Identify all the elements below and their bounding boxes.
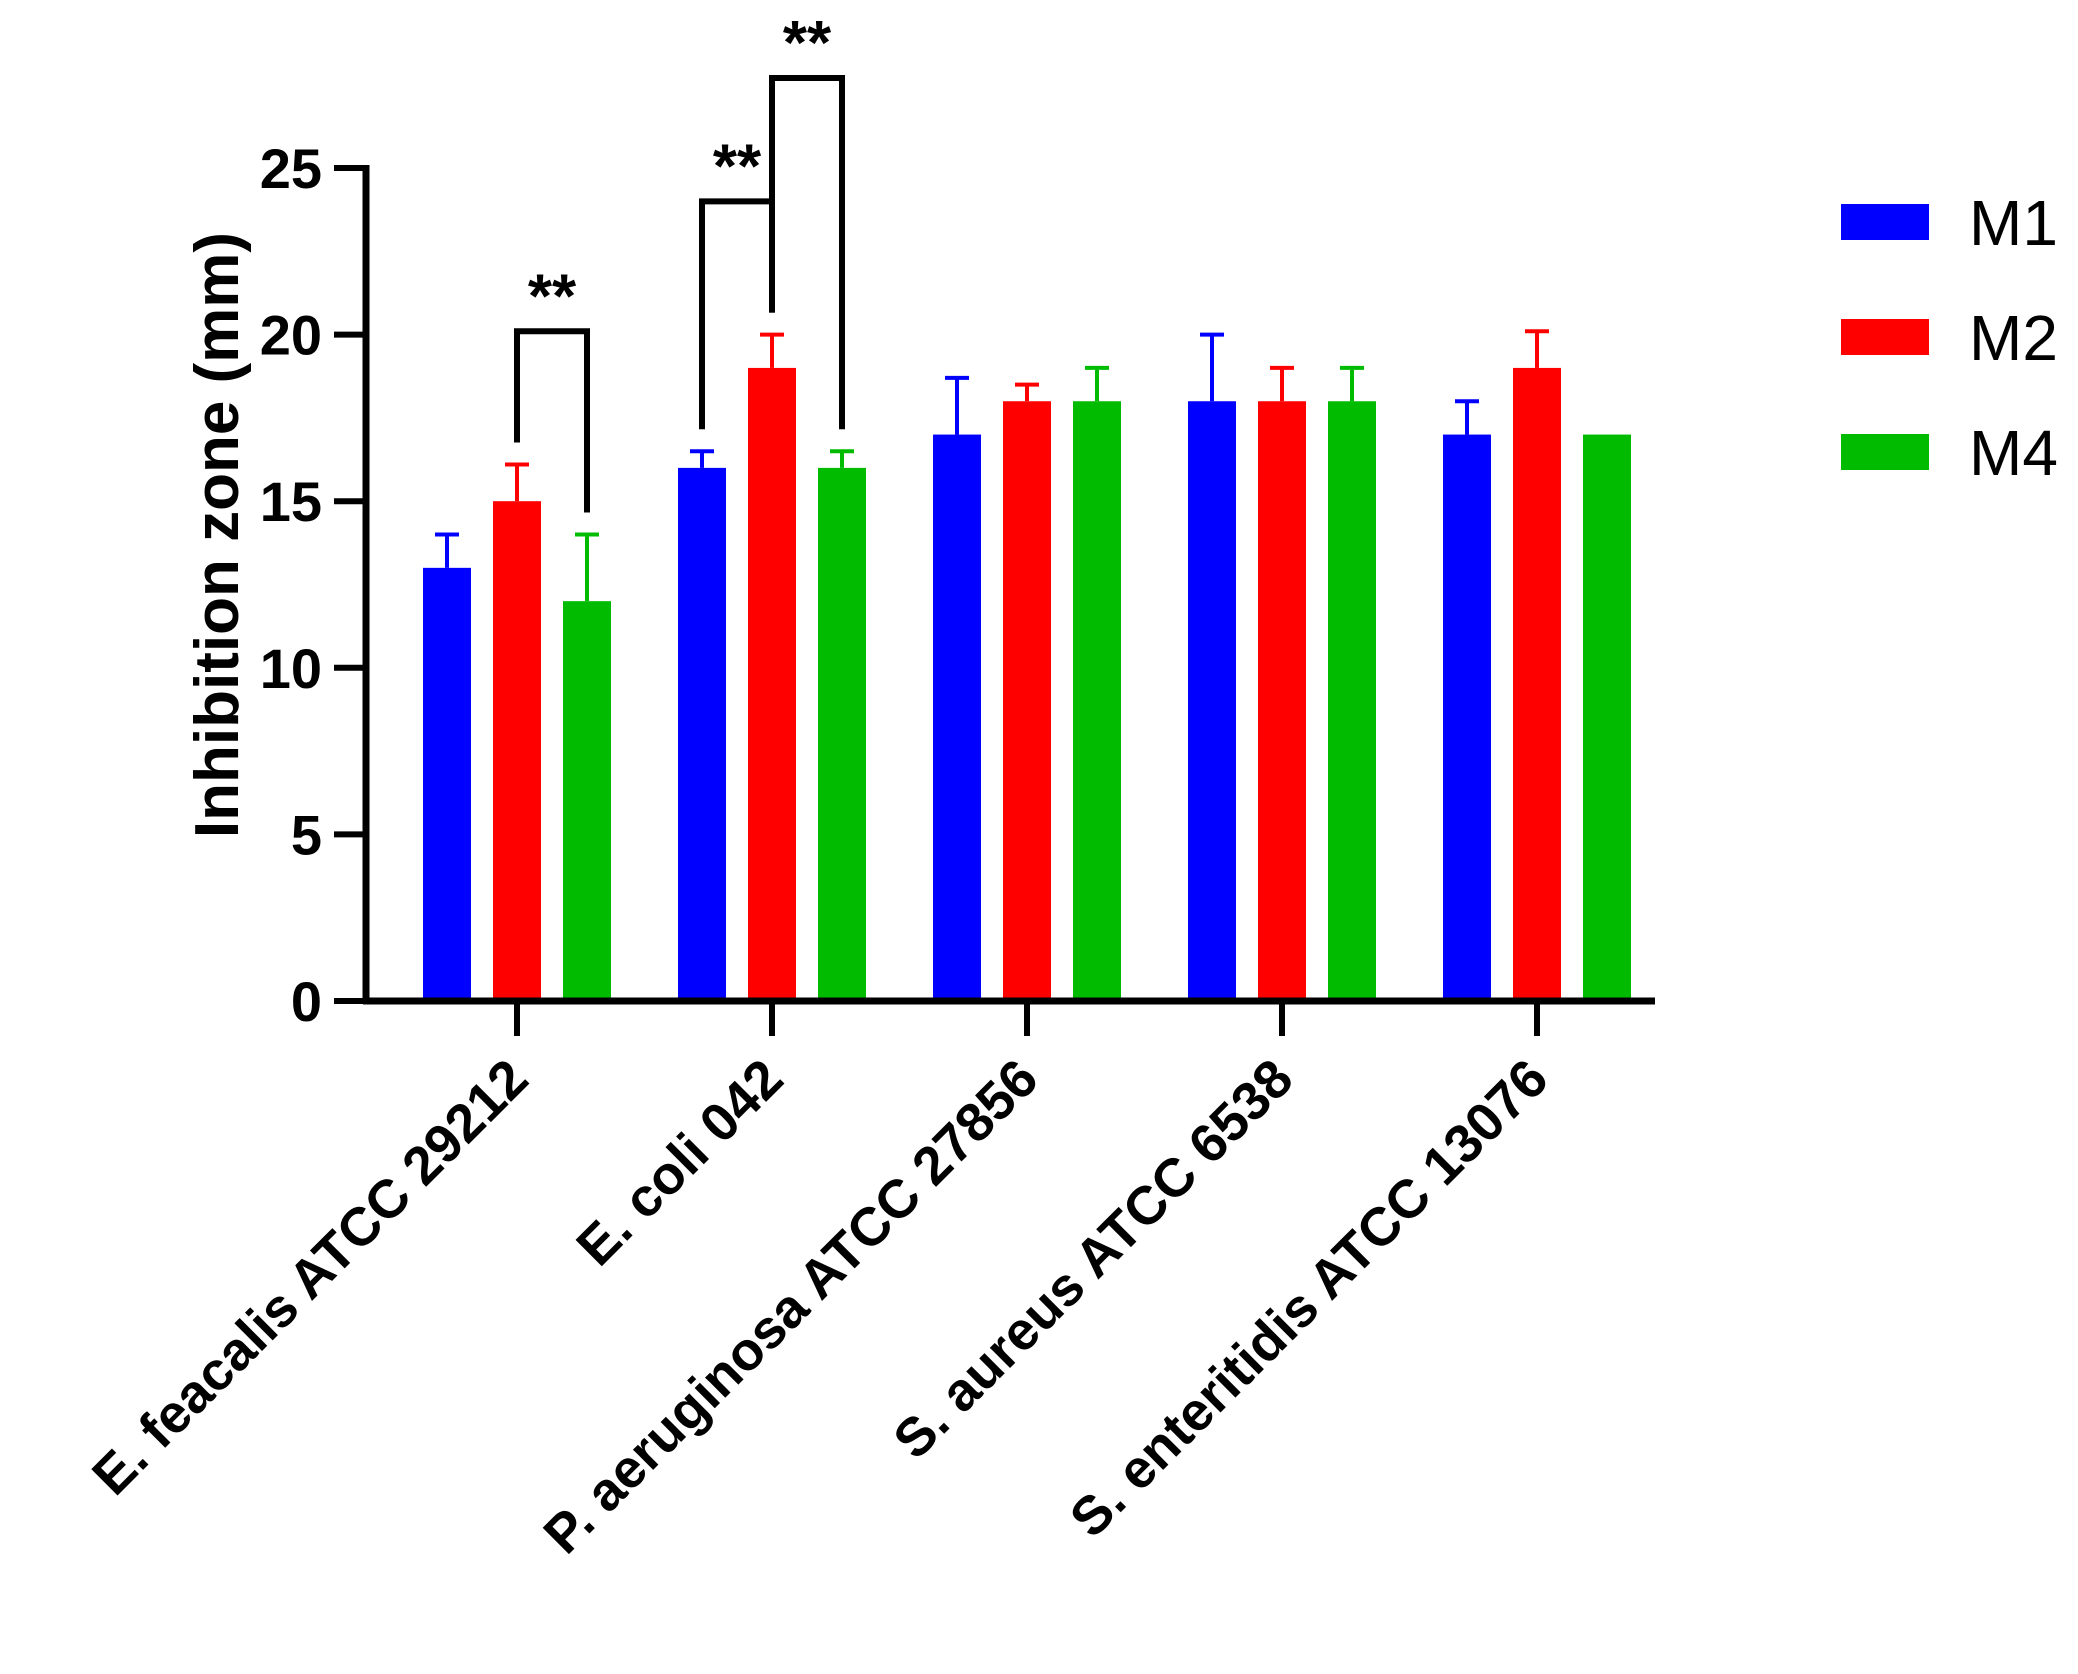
significance-bracket-0 — [514, 328, 590, 513]
legend: M1 M2 M4 — [1841, 187, 2058, 489]
y-axis-label: Inhibition zone (mm) — [183, 232, 252, 838]
bar-m4-2 — [1073, 401, 1121, 1001]
bar-m4-0 — [563, 601, 611, 1001]
bar-m2-4 — [1513, 367, 1561, 1001]
legend-swatch-m4 — [1841, 434, 1929, 470]
legend-swatch-m2 — [1841, 319, 1929, 355]
significance-label: ** — [713, 132, 762, 201]
y-tick-label: 0 — [291, 970, 322, 1033]
x-tick-label: E. coli 042 — [565, 1048, 794, 1277]
legend-label-m1: M1 — [1969, 187, 2058, 259]
bar-m1-4 — [1443, 434, 1491, 1001]
y-tick-label: 5 — [291, 803, 322, 866]
x-tick-label: E. feacalis ATCC 29212 — [81, 1048, 539, 1506]
y-tick-label: 15 — [260, 470, 322, 533]
significance-bracket-2 — [769, 75, 845, 430]
x-tick-label: S. enteritidis ATCC 13076 — [1059, 1048, 1560, 1549]
bar-m1-2 — [933, 434, 981, 1001]
bar-m4-3 — [1328, 401, 1376, 1001]
bar-m1-0 — [423, 567, 471, 1001]
legend-swatch-m1 — [1841, 204, 1929, 240]
bar-m2-0 — [493, 501, 541, 1001]
bar-m2-2 — [1003, 401, 1051, 1001]
x-tick-label: P. aeruginosa ATCC 27856 — [532, 1048, 1049, 1565]
plot-area — [423, 367, 1631, 1001]
error-bars — [435, 329, 1549, 602]
legend-label-m4: M4 — [1969, 417, 2058, 489]
y-tick-label: 25 — [260, 137, 322, 200]
bar-m4-1 — [818, 467, 866, 1001]
significance-label: ** — [783, 9, 832, 78]
bar-m1-3 — [1188, 401, 1236, 1001]
significance-label: ** — [528, 262, 577, 331]
bar-m1-1 — [678, 467, 726, 1001]
bar-m2-1 — [748, 367, 796, 1001]
bar-m2-3 — [1258, 401, 1306, 1001]
axes — [362, 165, 1655, 1005]
legend-label-m2: M2 — [1969, 302, 2058, 374]
y-tick-label: 20 — [260, 304, 322, 367]
y-tick-label: 10 — [260, 637, 322, 700]
bar-m4-4 — [1583, 434, 1631, 1001]
significance-brackets: ** ** ** — [514, 9, 845, 513]
